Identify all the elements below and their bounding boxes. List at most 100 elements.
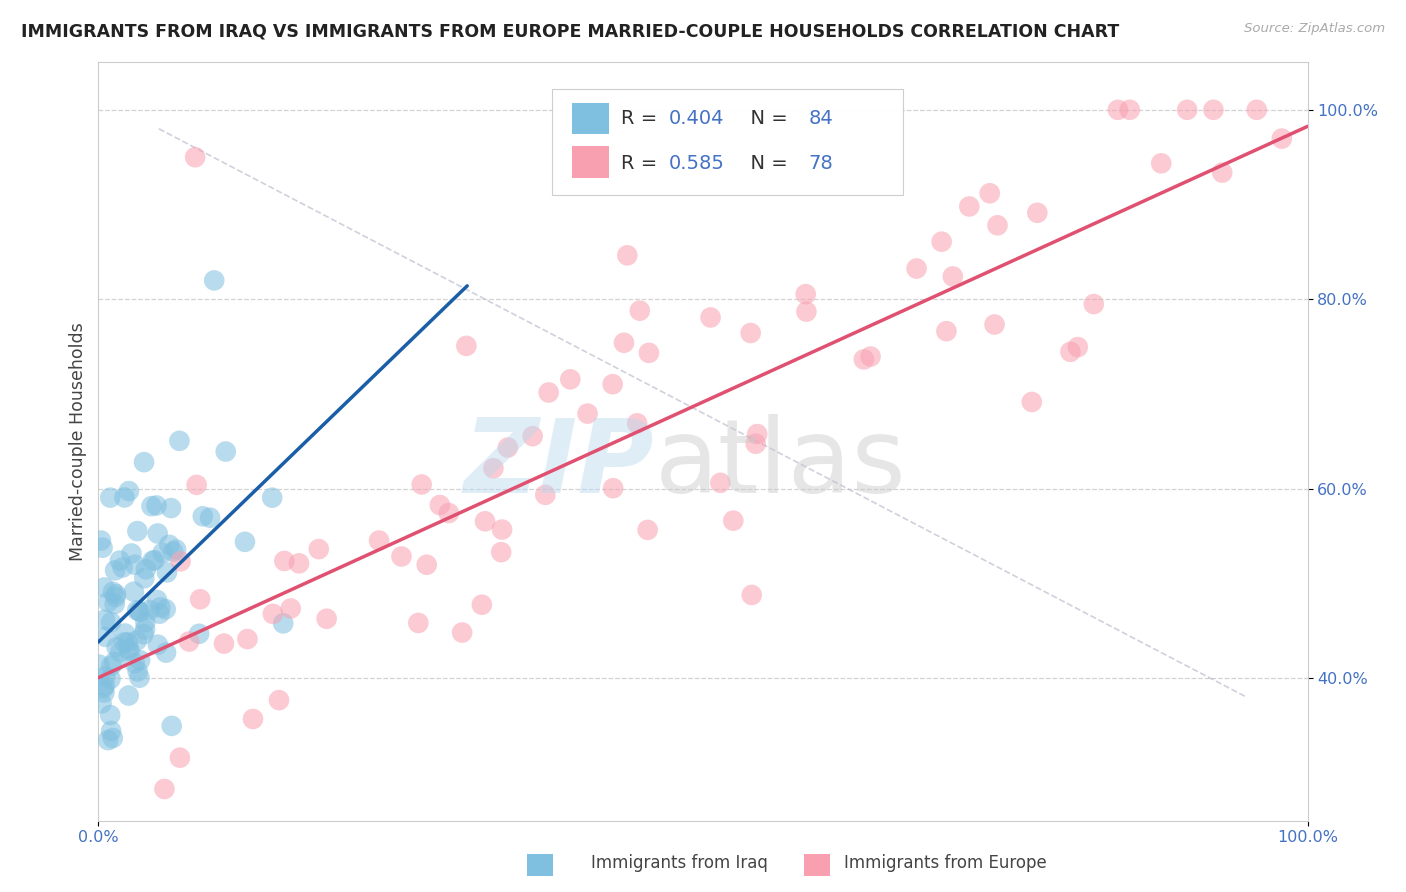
Point <box>852 352 875 367</box>
Point <box>94 613 117 627</box>
Point <box>114 626 136 640</box>
Point <box>125 633 148 648</box>
Point <box>132 455 155 469</box>
Point <box>489 545 512 559</box>
Text: R =: R = <box>621 153 664 173</box>
Point <box>188 592 211 607</box>
Point <box>1202 103 1225 117</box>
Point <box>1175 103 1198 117</box>
Point <box>451 625 474 640</box>
Point <box>128 671 150 685</box>
Point <box>100 723 122 738</box>
Point <box>474 514 496 528</box>
Point <box>160 719 183 733</box>
Point <box>537 385 560 400</box>
Point <box>90 697 112 711</box>
Point <box>740 326 762 340</box>
Text: 0.585: 0.585 <box>669 153 725 173</box>
Point <box>118 484 141 499</box>
Point <box>101 585 124 599</box>
Point <box>112 635 135 649</box>
Point <box>202 273 225 287</box>
Point <box>91 541 114 555</box>
Point <box>931 235 953 249</box>
Point <box>108 645 131 659</box>
Point <box>482 461 505 475</box>
Text: atlas: atlas <box>655 414 907 515</box>
Point <box>602 377 624 392</box>
Point <box>1021 395 1043 409</box>
Point <box>157 538 180 552</box>
Point <box>242 712 264 726</box>
Point <box>155 602 177 616</box>
Point <box>100 615 122 630</box>
Text: R =: R = <box>621 109 664 128</box>
Point <box>134 571 156 585</box>
Point <box>794 287 817 301</box>
Point <box>117 641 139 656</box>
Point <box>160 501 183 516</box>
Point <box>983 318 1005 332</box>
Point <box>155 646 177 660</box>
Point <box>104 563 127 577</box>
Point <box>105 640 128 655</box>
Point <box>236 632 259 646</box>
Point <box>101 731 124 745</box>
Point <box>129 605 152 619</box>
Point <box>94 669 117 683</box>
Point <box>124 558 146 572</box>
Point <box>143 553 166 567</box>
Point <box>859 350 882 364</box>
Point <box>496 441 519 455</box>
Point <box>141 499 163 513</box>
Point <box>100 658 122 673</box>
Text: N =: N = <box>738 153 794 173</box>
Point <box>156 566 179 580</box>
Text: Immigrants from Iraq: Immigrants from Iraq <box>591 855 768 872</box>
FancyBboxPatch shape <box>572 145 609 178</box>
Point <box>491 523 513 537</box>
Point <box>1211 165 1233 179</box>
Point <box>191 509 214 524</box>
Point <box>233 534 256 549</box>
Point <box>456 339 478 353</box>
Point <box>98 708 121 723</box>
Point <box>145 499 167 513</box>
Text: ZIP: ZIP <box>464 414 655 515</box>
Point <box>93 581 115 595</box>
Point <box>152 546 174 560</box>
Point <box>122 584 145 599</box>
Point <box>1059 344 1081 359</box>
Point <box>637 523 659 537</box>
Point <box>169 750 191 764</box>
Point <box>315 612 337 626</box>
Point <box>942 269 965 284</box>
Point <box>273 554 295 568</box>
Point <box>699 310 721 325</box>
Point <box>288 557 311 571</box>
Point <box>135 562 157 576</box>
Point <box>267 693 290 707</box>
Point <box>613 335 636 350</box>
Point <box>97 595 120 609</box>
Point <box>796 304 818 318</box>
Point <box>97 733 120 747</box>
Point <box>118 644 141 658</box>
Point <box>179 634 201 648</box>
Point <box>149 607 172 621</box>
Point <box>149 600 172 615</box>
Point <box>127 524 149 538</box>
Point <box>576 407 599 421</box>
Point <box>957 199 980 213</box>
Point <box>368 533 391 548</box>
Point <box>132 627 155 641</box>
Text: N =: N = <box>738 109 794 128</box>
Point <box>124 656 146 670</box>
Point <box>628 303 651 318</box>
Point <box>747 427 769 442</box>
Point <box>127 665 149 679</box>
FancyBboxPatch shape <box>572 103 609 135</box>
Point <box>741 588 763 602</box>
Point <box>391 549 413 564</box>
Point <box>111 560 134 574</box>
